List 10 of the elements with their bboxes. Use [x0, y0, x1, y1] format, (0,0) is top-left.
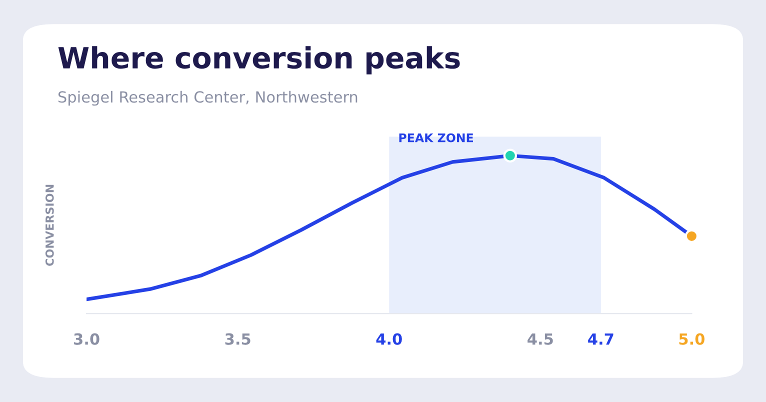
x-tick-label: 3.5 [225, 333, 250, 345]
chart-subtitle: Spiegel Research Center, Northwestern [58, 90, 358, 106]
x-tick-label: 4.5 [528, 333, 553, 345]
x-tick-label: 5.0 [679, 333, 704, 345]
x-tick-label: 4.0 [376, 333, 402, 345]
y-axis-title: CONVERSION [45, 184, 54, 266]
chart-title: Where conversion peaks [58, 46, 460, 74]
x-tick-label: 4.7 [588, 333, 614, 345]
band-label: PEAK ZONE [399, 133, 473, 142]
x-tick-label: 3.0 [74, 333, 100, 345]
